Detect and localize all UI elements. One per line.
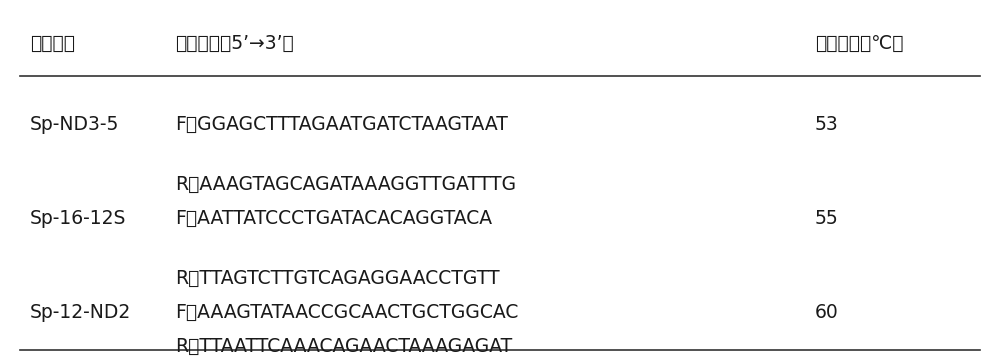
Text: 退火温度（℃）: 退火温度（℃） — [815, 34, 904, 53]
Text: 引物名称: 引物名称 — [30, 34, 75, 53]
Text: R：AAAGTAGCAGATAAAGGTTGATTTG: R：AAAGTAGCAGATAAAGGTTGATTTG — [175, 175, 516, 193]
Text: F：AAAGTATAACCGCAACTGCTGGCAC: F：AAAGTATAACCGCAACTGCTGGCAC — [175, 303, 518, 322]
Text: R：TTAATTCAAACAGAACTAAAGAGAT: R：TTAATTCAAACAGAACTAAAGAGAT — [175, 337, 512, 356]
Text: 53: 53 — [815, 115, 839, 134]
Text: F：GGAGCTTTAGAATGATCTAAGTAAT: F：GGAGCTTTAGAATGATCTAAGTAAT — [175, 115, 508, 134]
Text: 55: 55 — [815, 209, 839, 228]
Text: Sp-ND3-5: Sp-ND3-5 — [30, 115, 119, 134]
Text: Sp-16-12S: Sp-16-12S — [30, 209, 126, 228]
Text: Sp-12-ND2: Sp-12-ND2 — [30, 303, 131, 322]
Text: 引物序列（5’→3’）: 引物序列（5’→3’） — [175, 34, 294, 53]
Text: R：TTAGTCTTGTCAGAGGAACCTGTT: R：TTAGTCTTGTCAGAGGAACCTGTT — [175, 269, 500, 287]
Text: 60: 60 — [815, 303, 839, 322]
Text: F：AATTATCCCTGATACACAGGTACA: F：AATTATCCCTGATACACAGGTACA — [175, 209, 492, 228]
